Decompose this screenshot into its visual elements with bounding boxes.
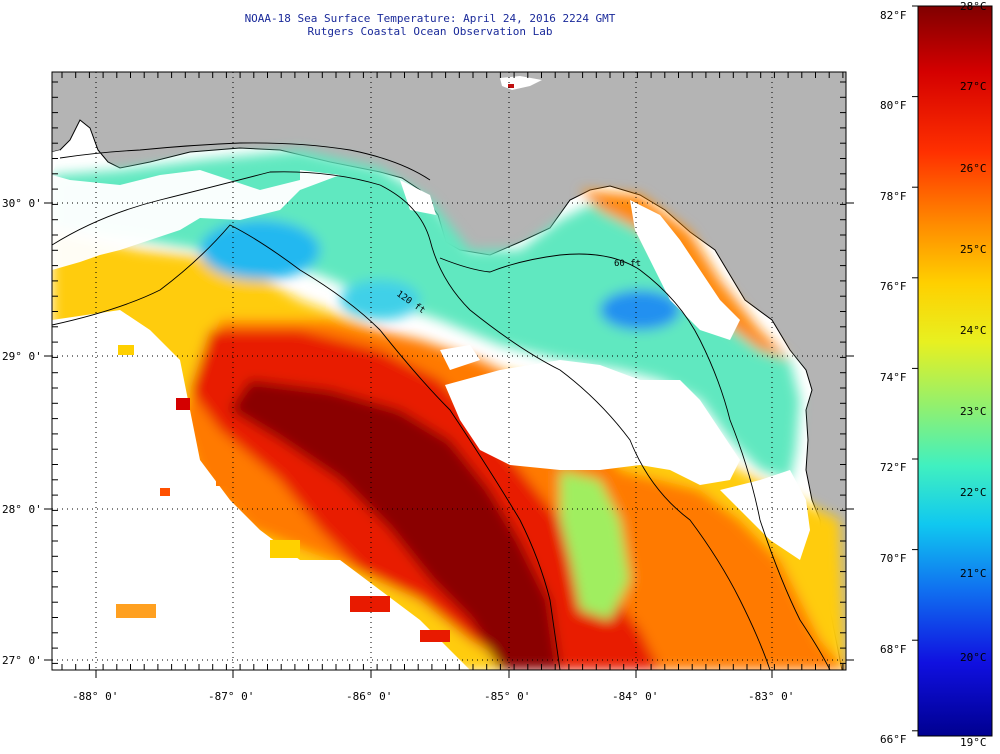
map-frame: [51, 71, 847, 671]
lon-label: -84° 0': [612, 690, 658, 703]
colorbar-f-label: 70°F: [880, 552, 907, 565]
lat-label: 30° 0': [2, 197, 42, 210]
colorbar-c-label: 22°C: [960, 486, 987, 499]
colorbar-f-label: 72°F: [880, 461, 907, 474]
lat-label: 29° 0': [2, 350, 42, 363]
colorbar-f-labels: 82°F 80°F 78°F 76°F 74°F 72°F 70°F 68°F …: [880, 9, 907, 746]
colorbar-f-label: 78°F: [880, 190, 907, 203]
lon-label: -85° 0': [484, 690, 530, 703]
colorbar-c-label: 21°C: [960, 567, 987, 580]
lon-label: -86° 0': [346, 690, 392, 703]
colorbar-f-label: 68°F: [880, 643, 907, 656]
lon-label: -88° 0': [72, 690, 118, 703]
isobath-label-60: 60 ft: [614, 259, 641, 269]
colorbar-f-label: 82°F: [880, 9, 907, 22]
colorbar-c-label: 27°C: [960, 80, 987, 93]
map-title: NOAA-18 Sea Surface Temperature: April 2…: [244, 12, 616, 25]
colorbar-c-label: 20°C: [960, 651, 987, 664]
colorbar-c-label: 23°C: [960, 405, 987, 418]
latitude-labels: 30° 0' 29° 0' 28° 0' 27° 0': [2, 197, 42, 667]
sst-field: [52, 72, 846, 670]
colorbar-c-labels: 28°C 27°C 26°C 25°C 24°C 23°C 22°C 21°C …: [960, 0, 987, 749]
colorbar-c-label: 19°C: [960, 736, 987, 749]
lon-label: -83° 0': [748, 690, 794, 703]
lat-label: 28° 0': [2, 503, 42, 516]
colorbar-f-label: 76°F: [880, 280, 907, 293]
colorbar-c-label: 28°C: [960, 0, 987, 13]
lon-label: -87° 0': [208, 690, 254, 703]
colorbar-c-label: 26°C: [960, 162, 987, 175]
colorbar-c-label: 24°C: [960, 324, 987, 337]
colorbar-c-label: 25°C: [960, 243, 987, 256]
longitude-labels: -88° 0' -87° 0' -86° 0' -85° 0' -84° 0' …: [72, 690, 794, 703]
colorbar-f-label: 74°F: [880, 371, 907, 384]
frame-ticks: [44, 5, 918, 732]
colorbar: [917, 5, 993, 737]
lat-label: 27° 0': [2, 654, 42, 667]
map-subtitle: Rutgers Coastal Ocean Observation Lab: [307, 25, 553, 38]
colorbar-f-label: 80°F: [880, 99, 907, 112]
colorbar-f-label: 66°F: [880, 733, 907, 746]
